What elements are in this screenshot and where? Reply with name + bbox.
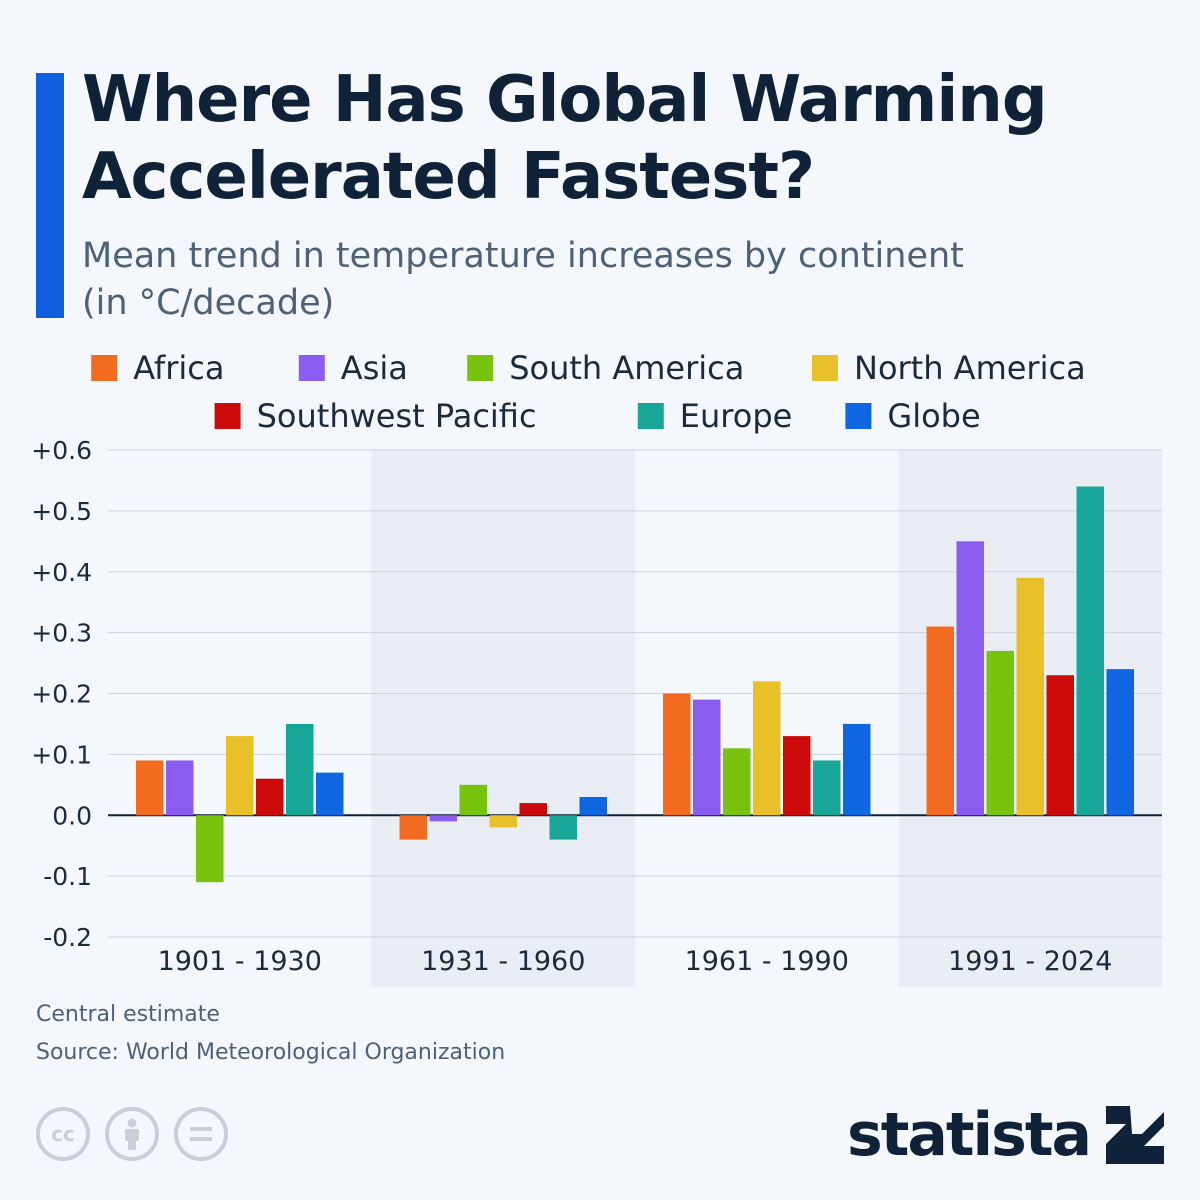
legend-swatch [845,403,872,429]
bar-europe [549,815,577,840]
x-category-label: 1901 - 1930 [158,946,322,977]
bar-southwest-pacific [519,803,547,816]
y-tick-label: +0.2 [31,680,92,709]
bar-south-america [196,815,224,883]
bar-south-america [459,784,487,816]
no-derivatives-icon[interactable] [174,1107,228,1161]
bar-globe [579,796,607,816]
bar-globe [316,772,344,816]
bar-north-america [489,815,517,828]
bar-southwest-pacific [256,778,284,816]
person-icon [125,1118,139,1150]
legend-label: Globe [887,397,980,435]
bar-asia [429,815,457,822]
bar-chart: +0.6 +0.5 +0.4 +0.3 +0.2 +0.1 0.0 -0.1 -0.2 1901 … [31,349,1162,987]
bar-south-america [986,650,1014,816]
legend-label: Southwest Pacific [257,397,537,435]
y-tick-label: -0.1 [43,862,92,891]
bar-europe [813,760,841,816]
y-tick-label: +0.5 [31,497,92,526]
x-category-label: 1961 - 1990 [685,946,849,977]
legend-label: Africa [133,349,224,387]
bar-north-america [753,681,781,816]
y-tick-label: 0.0 [52,801,92,830]
legend-swatch [214,403,241,429]
title-accent-bar [36,73,64,318]
cc-icon[interactable]: cc [36,1107,90,1161]
y-tick-label: +0.4 [31,558,92,587]
legend-label: South America [509,349,744,387]
bar-europe [1076,486,1104,816]
bar-asia [166,760,194,816]
y-tick-label: +0.6 [31,436,92,465]
footnote: Central estimate [36,1002,220,1027]
brand[interactable]: statista [847,1102,1164,1168]
statista-logo-icon [1106,1106,1164,1164]
attribution-icon[interactable] [105,1107,159,1161]
bar-europe [286,723,314,816]
y-tick-label: -0.2 [43,923,92,952]
legend-swatch [812,355,838,381]
bar-globe [843,723,871,816]
legend-swatch [467,355,494,381]
legend-label: Asia [341,349,408,387]
bar-globe [1106,669,1134,816]
brand-name: statista [846,1100,1092,1170]
bar-asia [693,699,721,816]
license-icons: cc [36,1107,228,1161]
chart-subtitle: Mean trend in temperature increases by c… [82,236,964,323]
legend-swatch [637,403,664,429]
legend-label: Europe [680,397,793,435]
x-category-label: 1991 - 2024 [948,946,1112,977]
legend-swatch [91,355,118,381]
bar-africa [663,693,691,816]
legend-label: North America [854,349,1086,387]
bar-south-america [723,748,751,816]
y-tick-label: +0.1 [31,740,92,769]
bar-north-america [1016,577,1044,816]
bar-southwest-pacific [783,736,811,816]
bar-asia [956,541,984,816]
equals-icon [190,1127,212,1141]
bar-southwest-pacific [1046,675,1074,816]
bar-africa [136,760,164,816]
x-category-label: 1931 - 1960 [421,946,585,977]
bar-africa [926,626,954,816]
source-note: Source: World Meteorological Organizatio… [36,1040,506,1065]
category-band [371,450,635,987]
bar-africa [399,815,427,840]
bar-north-america [226,736,254,816]
legend-swatch [298,355,325,381]
chart-title: Where Has Global Warming Accelerated Fas… [82,63,1048,214]
y-tick-label: +0.3 [31,619,92,648]
